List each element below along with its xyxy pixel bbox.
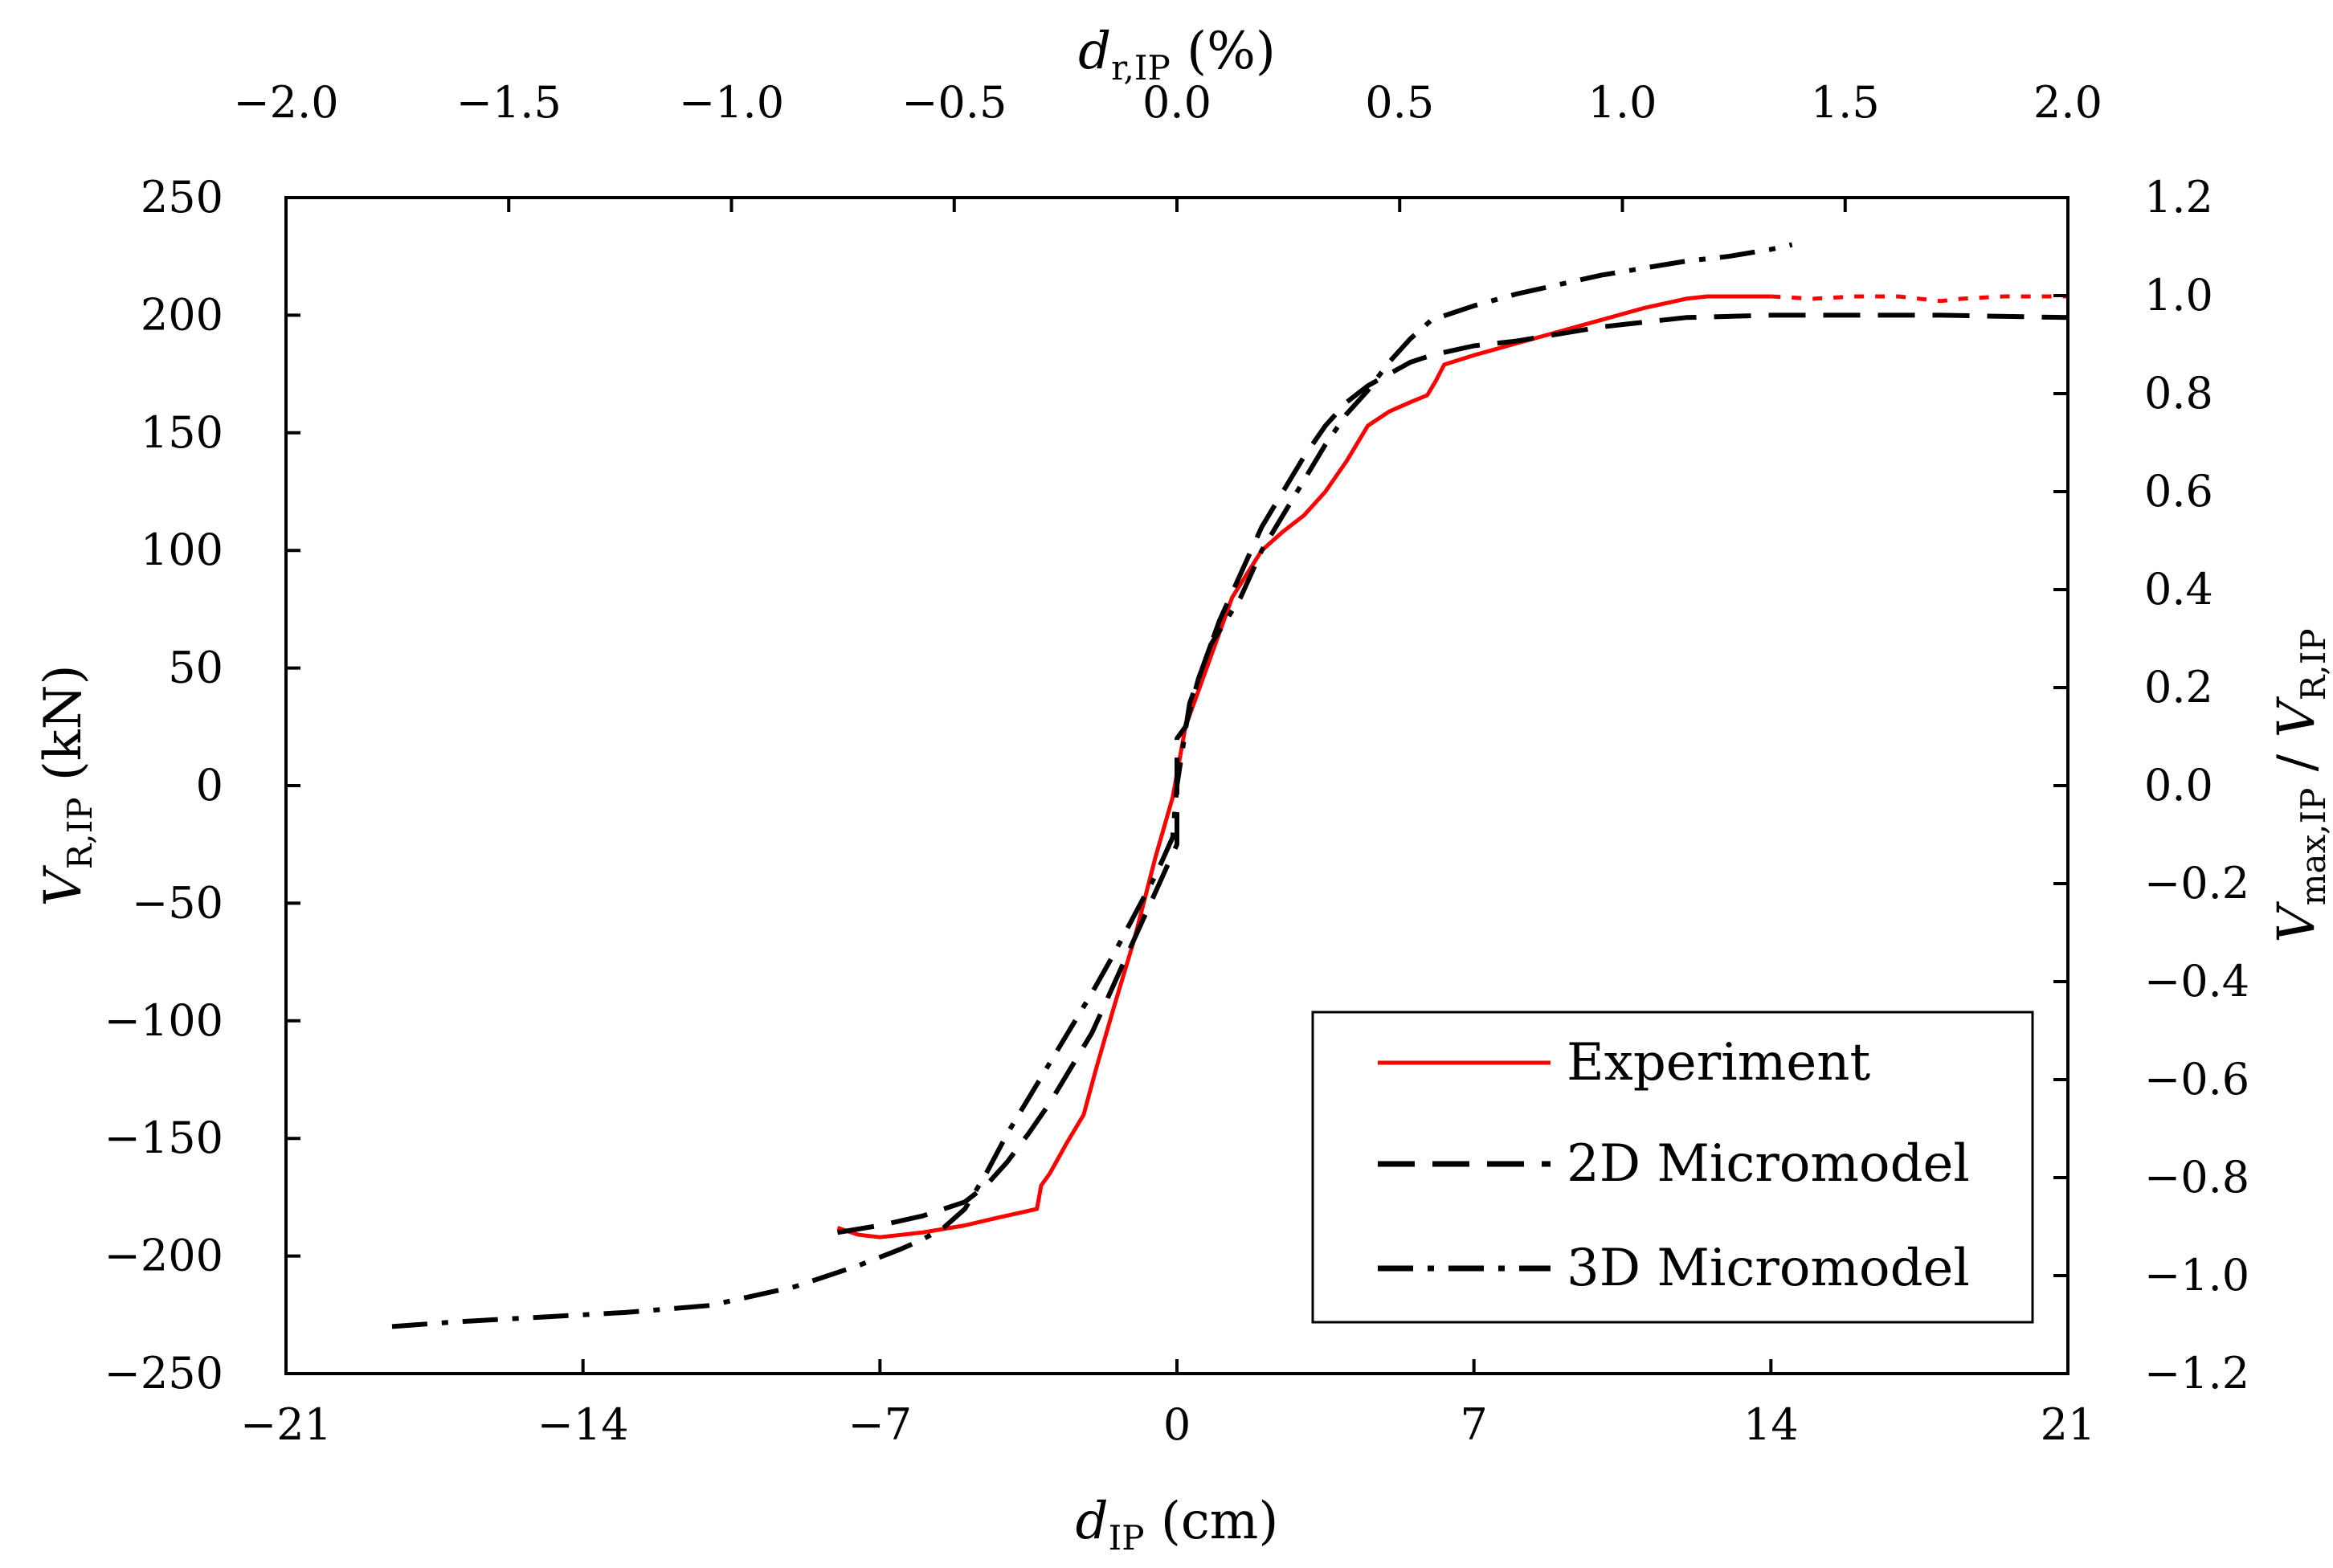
top-tick-label: 1.0 (1588, 77, 1657, 128)
left-axis-ticks: 250 200 150 100 50 0 −50 −100 −150 −200 −250 (104, 172, 300, 1399)
legend-label-2d-micromodel: 2D Micromodel (1567, 1134, 1970, 1194)
series-line-3d-micromodel (391, 242, 1793, 1329)
legend-item-2d-micromodel: 2D Micromodel (1378, 1134, 1970, 1194)
left-tick-label: 200 (141, 289, 223, 340)
right-tick-label: −0.4 (2144, 956, 2249, 1007)
top-tick-label: 1.5 (1811, 77, 1880, 128)
left-axis-title: VR,IP (kN) (34, 664, 100, 906)
left-tick-label: −100 (104, 995, 223, 1046)
right-tick-label: −1.2 (2144, 1348, 2249, 1399)
left-tick-label: −200 (104, 1231, 223, 1281)
bottom-tick-label: 14 (1743, 1399, 1799, 1450)
right-axis-title: Vmax,IP / VR,IP (2267, 628, 2333, 942)
top-tick-label: −2.0 (233, 77, 338, 128)
right-tick-label: 0.4 (2144, 564, 2213, 615)
bottom-axis-ticks: −21 −14 −7 0 7 14 21 (240, 1359, 2095, 1450)
top-tick-label: −1.0 (679, 77, 784, 128)
legend-item-experiment: Experiment (1378, 1033, 1871, 1092)
bottom-axis-title: dIP (cm) (1076, 1492, 1279, 1558)
top-tick-label: 0.0 (1142, 77, 1211, 128)
right-tick-label: 1.0 (2144, 270, 2213, 321)
left-tick-label: −150 (104, 1113, 223, 1163)
left-tick-label: 100 (141, 525, 223, 575)
series-line-experiment (836, 294, 1771, 1239)
legend-item-3d-micromodel: 3D Micromodel (1378, 1239, 1970, 1298)
bottom-tick-label: −7 (848, 1399, 913, 1450)
top-axis-title: dr,IP (%) (1078, 22, 1276, 88)
left-tick-label: −250 (104, 1348, 223, 1399)
top-tick-label: −1.5 (456, 77, 562, 128)
top-tick-label: 2.0 (2033, 77, 2102, 128)
bottom-tick-label: 7 (1460, 1399, 1487, 1450)
bottom-tick-label: 0 (1163, 1399, 1191, 1450)
top-tick-label: −0.5 (901, 77, 1007, 128)
left-tick-label: −50 (132, 877, 223, 928)
bottom-tick-label: 21 (2041, 1399, 2096, 1450)
right-tick-label: 0.0 (2144, 760, 2213, 811)
series-layer (391, 242, 2068, 1329)
right-tick-label: −0.2 (2144, 858, 2249, 909)
left-tick-label: 250 (141, 172, 223, 223)
right-tick-label: −0.8 (2144, 1152, 2249, 1203)
left-tick-label: 0 (196, 760, 223, 811)
legend-label-experiment: Experiment (1567, 1033, 1871, 1092)
right-tick-label: −0.6 (2144, 1054, 2249, 1105)
right-tick-label: −1.0 (2144, 1250, 2249, 1301)
legend: Experiment 2D Micromodel 3D Micromodel (1311, 1011, 2034, 1324)
right-tick-label: 0.2 (2144, 662, 2213, 713)
series-line-2d-micromodel (837, 312, 2068, 1235)
left-tick-label: 50 (168, 643, 223, 693)
bottom-tick-label: −14 (537, 1399, 629, 1450)
series-line-experiment-extension (1771, 294, 2068, 304)
legend-label-3d-micromodel: 3D Micromodel (1567, 1239, 1970, 1298)
right-tick-label: 0.8 (2144, 368, 2213, 419)
right-tick-label: 0.6 (2144, 466, 2213, 517)
top-tick-label: 0.5 (1365, 77, 1434, 128)
right-tick-label: 1.2 (2144, 172, 2213, 223)
bottom-tick-label: −21 (240, 1399, 332, 1450)
right-axis-ticks: 1.2 1.0 0.8 0.6 0.4 0.2 0.0 −0.2 −0.4 −0.6 −0.8 −1.… (2053, 172, 2249, 1399)
top-axis-ticks: −2.0 −1.5 −1.0 −0.5 0.0 0.5 1.0 1.5 2.0 (233, 77, 2102, 212)
left-tick-label: 150 (141, 407, 223, 458)
